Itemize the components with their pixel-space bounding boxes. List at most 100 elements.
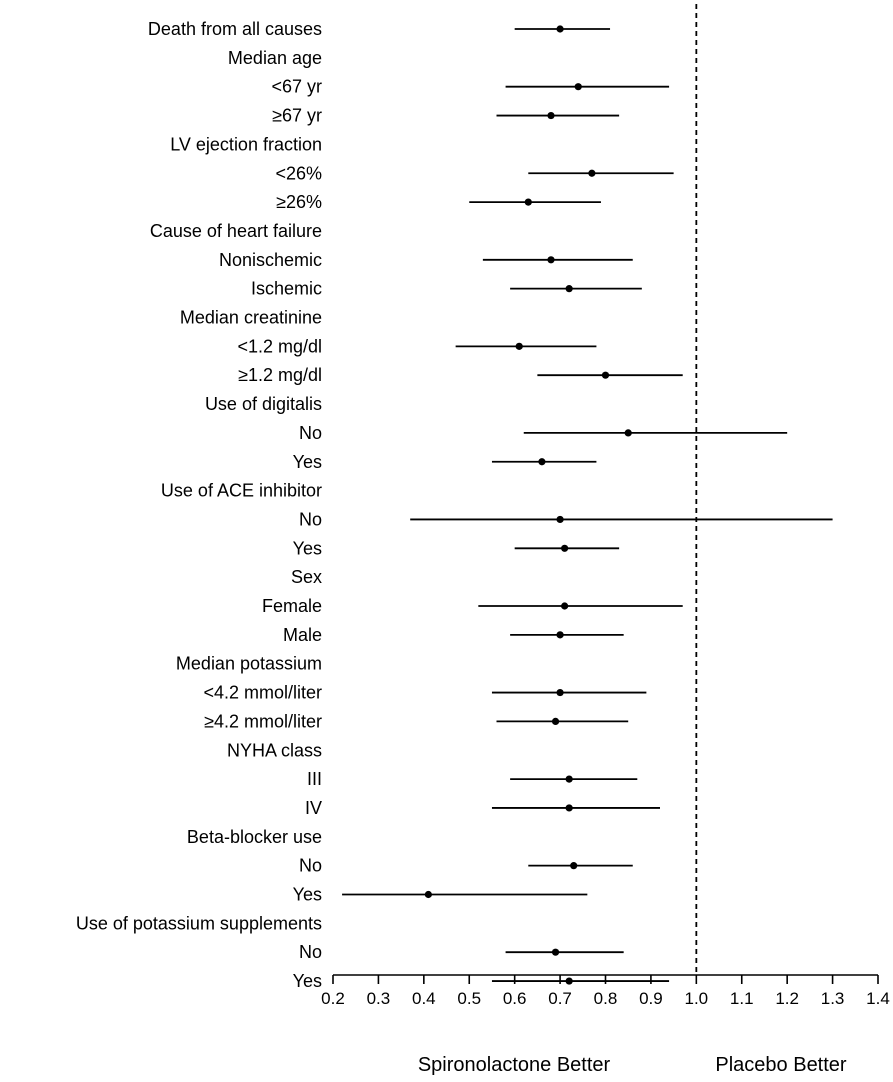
row-label: ≥1.2 mg/dl (238, 365, 322, 385)
row-label: <67 yr (271, 77, 322, 97)
point-estimate-marker (556, 25, 564, 33)
x-axis: 0.2 0.3 0.4 0.5 0.6 0.7 0.8 0.9 1.0 1.1 1.2 1.3 1.4 (321, 974, 890, 1008)
row-label: Beta-blocker use (187, 827, 322, 847)
row-label: ≥4.2 mmol/liter (204, 711, 322, 731)
x-tick-label: 0.4 (412, 989, 436, 1008)
row-label: Yes (293, 885, 322, 905)
forest-row: III (307, 769, 638, 789)
point-estimate-marker (588, 169, 596, 177)
point-estimate-marker (565, 285, 573, 293)
forest-row: <67 yr (271, 77, 670, 97)
forest-row: No (299, 509, 833, 529)
forest-row: Female (262, 596, 683, 616)
point-estimate-marker (574, 83, 582, 91)
row-label: Yes (293, 538, 322, 558)
forest-row: No (299, 942, 624, 962)
point-estimate-marker (556, 631, 564, 639)
forest-row: <1.2 mg/dl (237, 336, 597, 356)
row-label: Death from all causes (148, 19, 322, 39)
x-tick-label: 1.4 (866, 989, 890, 1008)
subgroup-header: Use of digitalis (205, 394, 322, 414)
x-tick-label: 1.1 (730, 989, 754, 1008)
point-estimate-marker (424, 890, 432, 899)
row-label: Use of ACE inhibitor (161, 481, 322, 501)
point-estimate-marker (556, 688, 564, 697)
row-label: <4.2 mmol/liter (203, 683, 322, 703)
row-label: Yes (293, 971, 322, 991)
subgroup-header: Median age (228, 48, 322, 68)
x-tick-label: 0.7 (548, 989, 572, 1008)
forest-row: ≥4.2 mmol/liter (204, 711, 629, 731)
forest-row: Male (283, 625, 624, 645)
forest-row: ≥1.2 mg/dl (238, 365, 683, 385)
point-estimate-marker (624, 429, 632, 437)
row-label: Male (283, 625, 322, 645)
forest-row: Yes (293, 452, 597, 472)
forest-row: Death from all causes (148, 19, 611, 39)
rows-layer: Death from all causes Median age <67 yr ≥67… (76, 19, 833, 991)
row-label: No (299, 509, 322, 529)
row-label: <1.2 mg/dl (237, 336, 322, 356)
row-label: Median age (228, 48, 322, 68)
x-tick-label: 0.8 (594, 989, 618, 1008)
point-estimate-marker (565, 977, 573, 985)
row-label: No (299, 942, 322, 962)
point-estimate-marker (561, 602, 569, 610)
point-estimate-marker (570, 862, 578, 870)
row-label: Median creatinine (180, 308, 322, 328)
forest-row: <4.2 mmol/liter (203, 683, 647, 703)
x-tick-label: 1.2 (775, 989, 799, 1008)
forest-row: Yes (293, 885, 588, 905)
forest-row: Ischemic (251, 279, 642, 299)
row-label: III (307, 769, 322, 789)
row-label: ≥26% (276, 192, 322, 212)
row-label: Median potassium (176, 654, 322, 674)
x-tick-label: 0.2 (321, 989, 345, 1008)
row-label: Female (262, 596, 322, 616)
forest-row: Nonischemic (219, 250, 633, 270)
point-estimate-marker (601, 371, 610, 379)
footer-label-left: Spironolactone Better (418, 1054, 611, 1076)
forest-row: Yes (293, 971, 670, 991)
point-estimate-marker (551, 948, 560, 956)
row-label: Use of digitalis (205, 394, 322, 414)
subgroup-header: Sex (291, 567, 322, 587)
point-estimate-marker (565, 775, 573, 783)
subgroup-header: Median potassium (176, 654, 322, 674)
forest-row: No (299, 856, 633, 876)
x-tick-label: 0.6 (503, 989, 527, 1008)
point-estimate-marker (538, 458, 546, 466)
point-estimate-marker (524, 198, 532, 206)
row-label: No (299, 423, 322, 443)
row-label: Use of potassium supplements (76, 913, 322, 933)
subgroup-header: NYHA class (227, 740, 322, 760)
forest-row: IV (305, 798, 660, 818)
point-estimate-marker (556, 515, 564, 524)
row-label: IV (305, 798, 322, 818)
point-estimate-marker (547, 256, 555, 264)
forest-row: Yes (293, 538, 620, 558)
x-tick-label: 1.3 (821, 989, 845, 1008)
forest-row: ≥26% (276, 192, 601, 212)
point-estimate-marker (515, 342, 523, 350)
row-label: Cause of heart failure (150, 221, 322, 241)
subgroup-header: Cause of heart failure (150, 221, 322, 241)
row-label: No (299, 856, 322, 876)
forest-row: <26% (275, 163, 674, 183)
row-label: <26% (275, 163, 322, 183)
row-label: Ischemic (251, 279, 322, 299)
forest-row: ≥67 yr (272, 106, 620, 126)
row-label: LV ejection fraction (170, 134, 322, 154)
row-label: Yes (293, 452, 322, 472)
x-tick-label: 0.5 (457, 989, 481, 1008)
row-label: NYHA class (227, 740, 322, 760)
row-label: ≥67 yr (272, 106, 322, 126)
point-estimate-marker (551, 717, 560, 726)
footer-label-right: Placebo Better (715, 1054, 847, 1076)
x-tick-label: 1.0 (685, 989, 709, 1008)
x-tick-label: 0.9 (639, 989, 663, 1008)
point-estimate-marker (561, 544, 569, 552)
point-estimate-marker (565, 804, 573, 812)
forest-row: No (299, 423, 788, 443)
